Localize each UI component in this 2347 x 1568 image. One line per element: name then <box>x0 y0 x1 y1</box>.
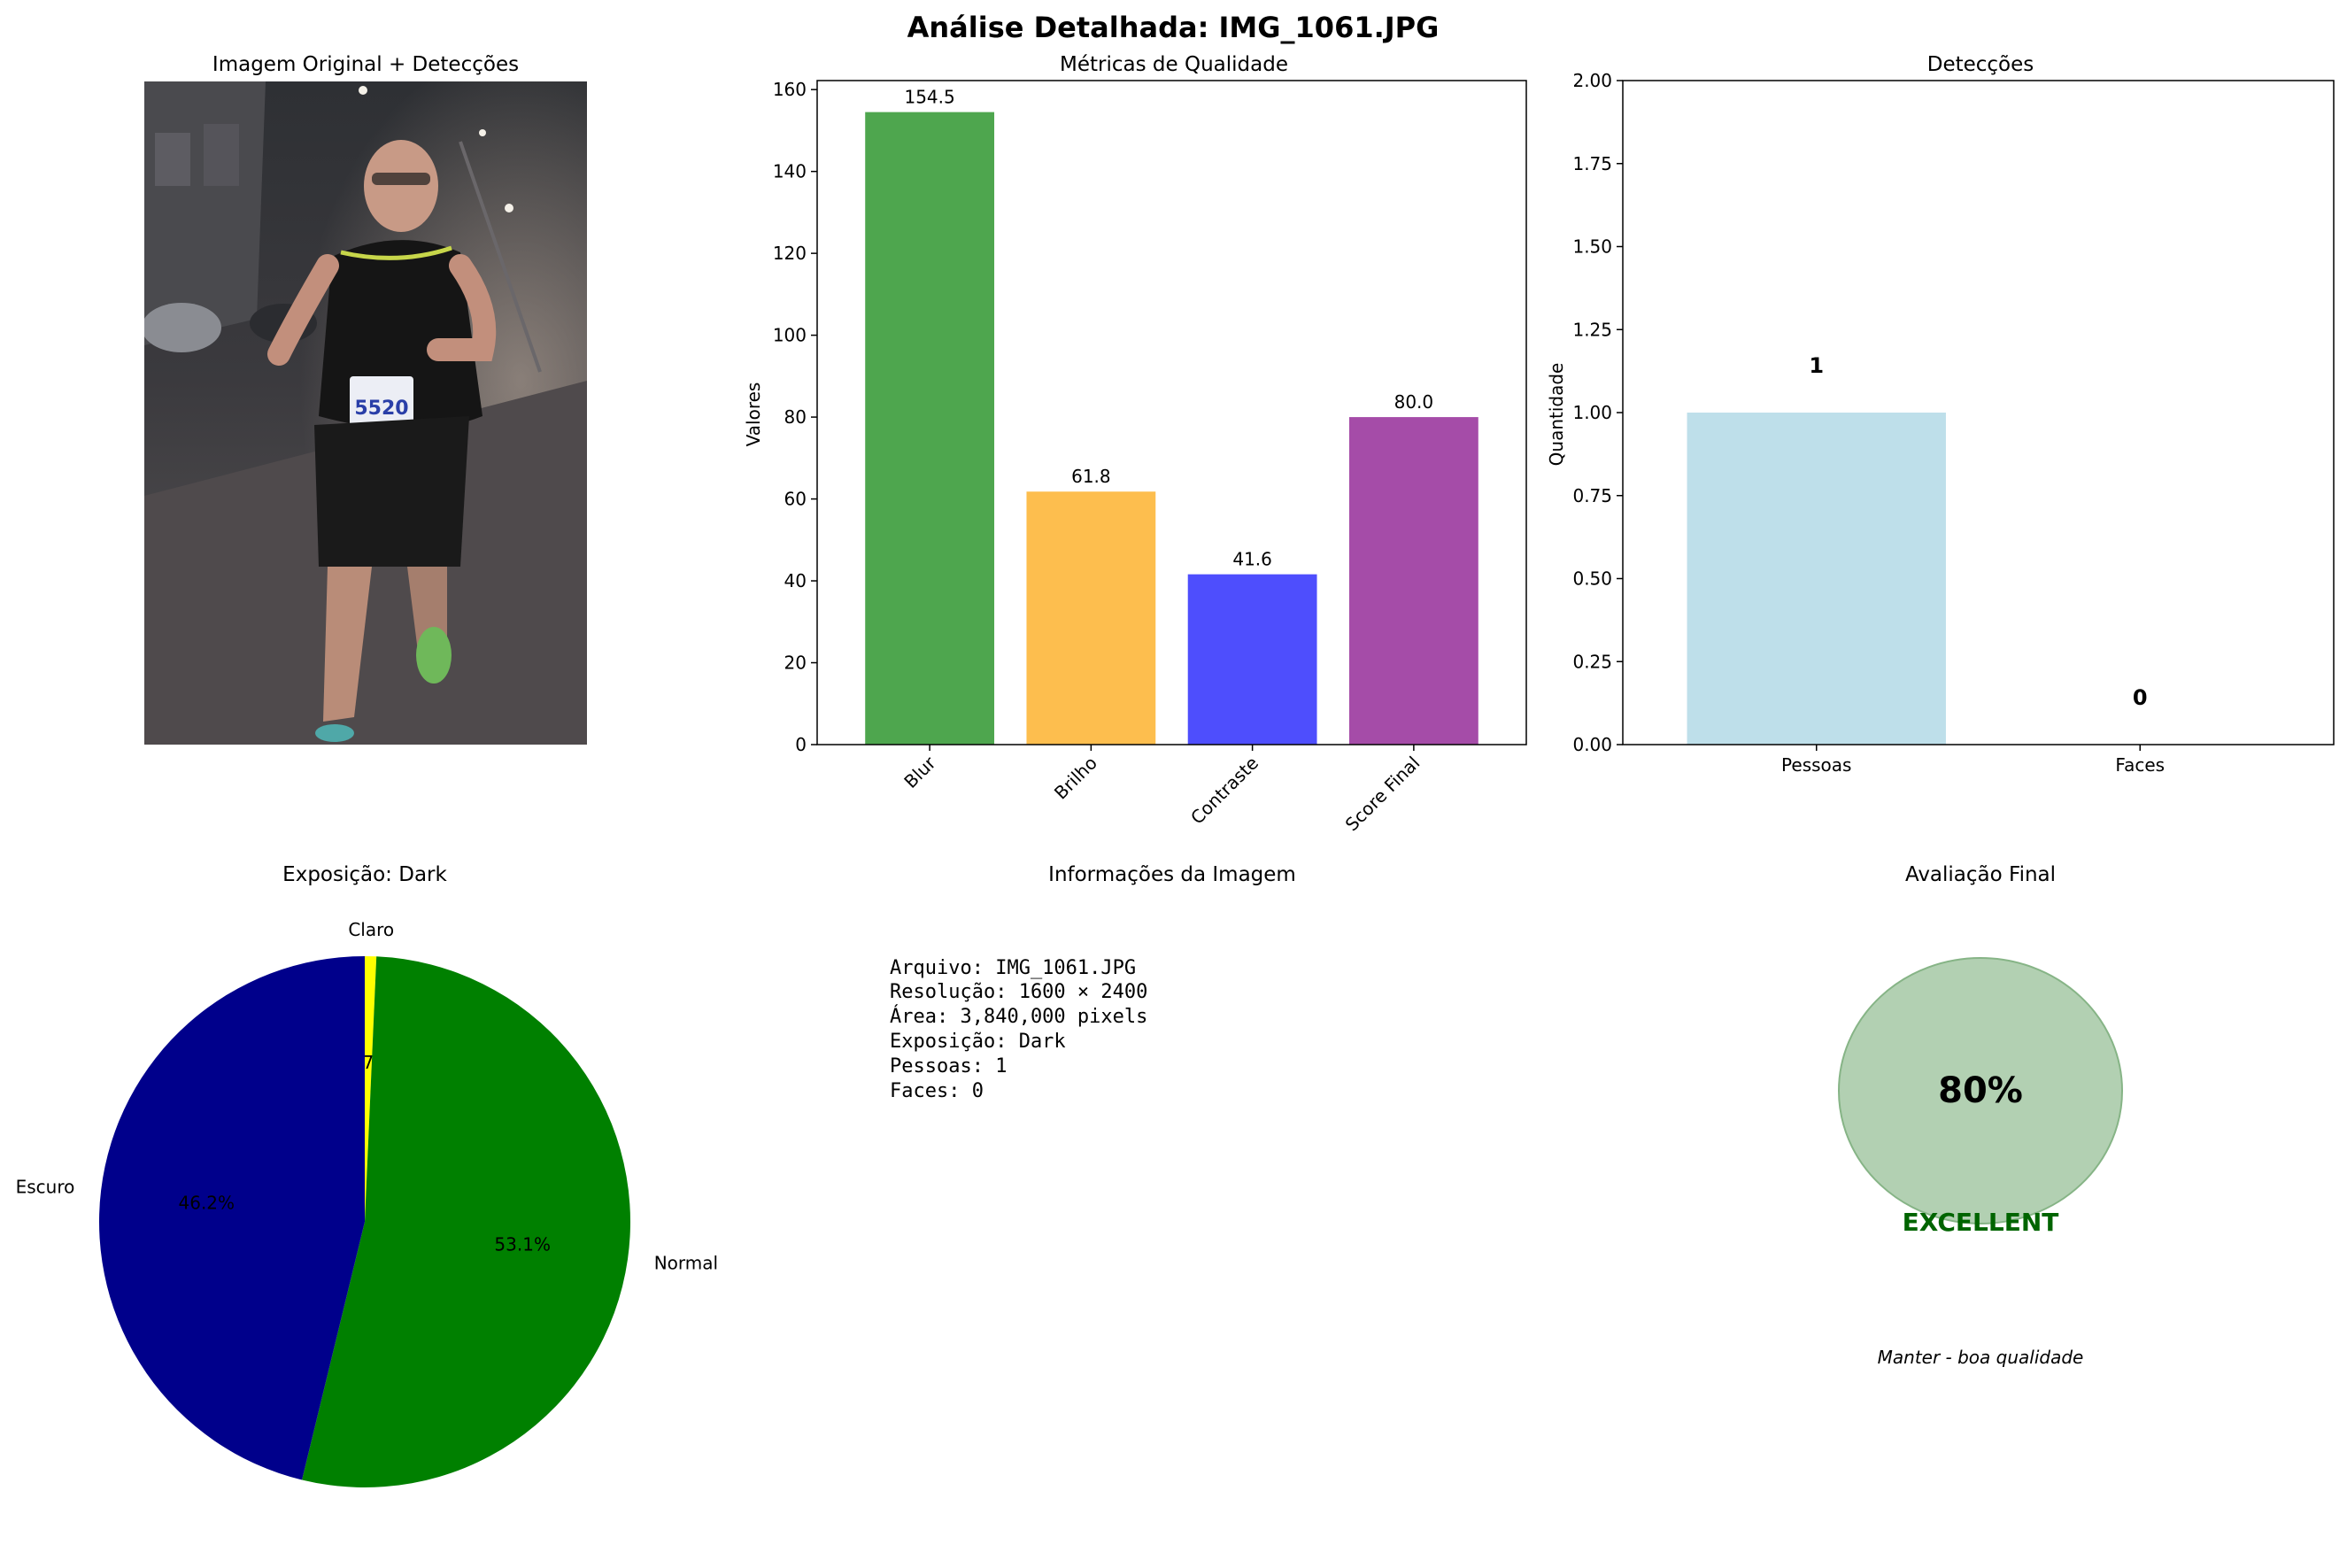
c2-ytick-label: 1.25 <box>1572 319 1612 340</box>
c2-ytick-label: 1.50 <box>1572 236 1612 258</box>
bar-brilho <box>1026 491 1156 745</box>
c2-ytick-label: 0.25 <box>1572 651 1612 672</box>
detections-chart-ylabel: Quantidade <box>1546 363 1567 467</box>
pie-slice-escuro <box>98 956 366 1480</box>
image-panel-title: Imagem Original + Detecções <box>212 53 519 76</box>
info-line-exposure: Exposição: Dark <box>890 1031 1066 1053</box>
quality-chart-y-axis: 0 20 40 60 80 100 120 140 160 <box>773 79 817 755</box>
recommendation-text: Manter - boa qualidade <box>1878 1347 2084 1368</box>
c1-ytick-label: 140 <box>773 161 807 182</box>
detections-chart-y-axis: 0.00 0.25 0.50 0.75 1.00 1.25 1.50 1.75 2.00 <box>1572 70 1623 755</box>
c1-ytick-label: 120 <box>773 243 807 264</box>
c1-ytick-label: 100 <box>773 325 807 346</box>
bar-contraste <box>1187 574 1317 745</box>
bar-value-label-score-final: 80.0 <box>1394 391 1434 413</box>
c2-ytick-label: 2.00 <box>1572 70 1612 91</box>
c1-ytick-label: 80 <box>784 406 807 428</box>
xtick-label-pessoas: Pessoas <box>1781 754 1851 776</box>
bar-value-label-pessoas: 1 <box>1809 353 1824 378</box>
svg-text:5520: 5520 <box>354 398 408 420</box>
info-panel-title: Informações da Imagem <box>1048 863 1296 886</box>
c2-ytick-label: 0.00 <box>1572 734 1612 755</box>
c2-ytick-label: 1.00 <box>1572 402 1612 423</box>
xtick-label-brilho: Brilho <box>1050 753 1101 804</box>
info-line-area: Área: 3,840,000 pixels <box>890 1005 1147 1028</box>
xtick-label-contraste: Contraste <box>1186 753 1262 829</box>
pie-pct-normal: 53.1% <box>494 1233 551 1255</box>
score-value: 80% <box>1938 1070 2023 1111</box>
info-line-file: Arquivo: IMG_1061.JPG <box>890 957 1136 979</box>
bar-pessoas <box>1687 413 1946 745</box>
pie-label-escuro: Escuro <box>16 1177 75 1198</box>
info-lines: Arquivo: IMG_1061.JPG Resolução: 1600 × … <box>890 957 1147 1102</box>
runner-photo: 5520 <box>144 81 587 745</box>
exposure-chart-title: Exposição: Dark <box>282 863 447 886</box>
bar-value-label-blur: 154.5 <box>904 87 954 108</box>
xtick-label-blur: Blur <box>899 752 940 792</box>
pie-slice-claro <box>365 956 377 1222</box>
pie-pct-escuro: 46.2% <box>179 1193 235 1214</box>
bar-blur <box>865 112 995 745</box>
quality-chart-ylabel: Valores <box>743 382 764 447</box>
pie-label-normal: Normal <box>654 1252 718 1273</box>
rating-label: EXCELLENT <box>1903 1208 2059 1237</box>
info-line-resolution: Resolução: 1600 × 2400 <box>890 981 1147 1003</box>
info-line-faces: Faces: 0 <box>890 1080 984 1102</box>
bar-value-label-faces: 0 <box>2133 685 2148 710</box>
quality-chart-bars: 154.5 61.8 41.6 80.0 <box>865 87 1478 745</box>
c2-ytick-label: 1.75 <box>1572 153 1612 174</box>
detections-chart-frame <box>1622 80 2335 745</box>
c1-ytick-label: 0 <box>795 734 807 755</box>
c2-ytick-label: 0.50 <box>1572 568 1612 590</box>
c1-ytick-label: 160 <box>773 79 807 100</box>
pie-slice-normal <box>302 956 631 1488</box>
c2-ytick-label: 0.75 <box>1572 485 1612 506</box>
quality-chart-frame <box>816 80 1527 745</box>
c1-ytick-label: 20 <box>784 653 807 674</box>
detections-chart-bars: 10 <box>1687 353 2148 745</box>
xtick-label-score-final: Score Final <box>1341 753 1424 836</box>
c1-ytick-label: 60 <box>784 489 807 510</box>
bar-value-label-contraste: 41.6 <box>1232 549 1272 570</box>
evaluation-panel-title: Avaliação Final <box>1905 863 2056 886</box>
c1-ytick-label: 40 <box>784 570 807 591</box>
detections-chart-x-axis: Pessoas Faces <box>1781 745 2165 776</box>
bar-value-label-brilho: 61.8 <box>1071 466 1111 487</box>
info-line-persons: Pessoas: 1 <box>890 1055 1007 1078</box>
detections-chart-title: Detecções <box>1927 53 2034 76</box>
figure-title: Análise Detalhada: IMG_1061.JPG <box>907 11 1440 44</box>
quality-chart-x-axis: Blur Brilho Contraste Score Final <box>899 745 1424 835</box>
score-circle <box>1838 957 2123 1224</box>
quality-chart-title: Métricas de Qualidade <box>1060 53 1288 76</box>
bar-score-final <box>1348 417 1478 745</box>
xtick-label-faces: Faces <box>2115 754 2165 776</box>
pie-label-claro: Claro <box>348 919 394 940</box>
